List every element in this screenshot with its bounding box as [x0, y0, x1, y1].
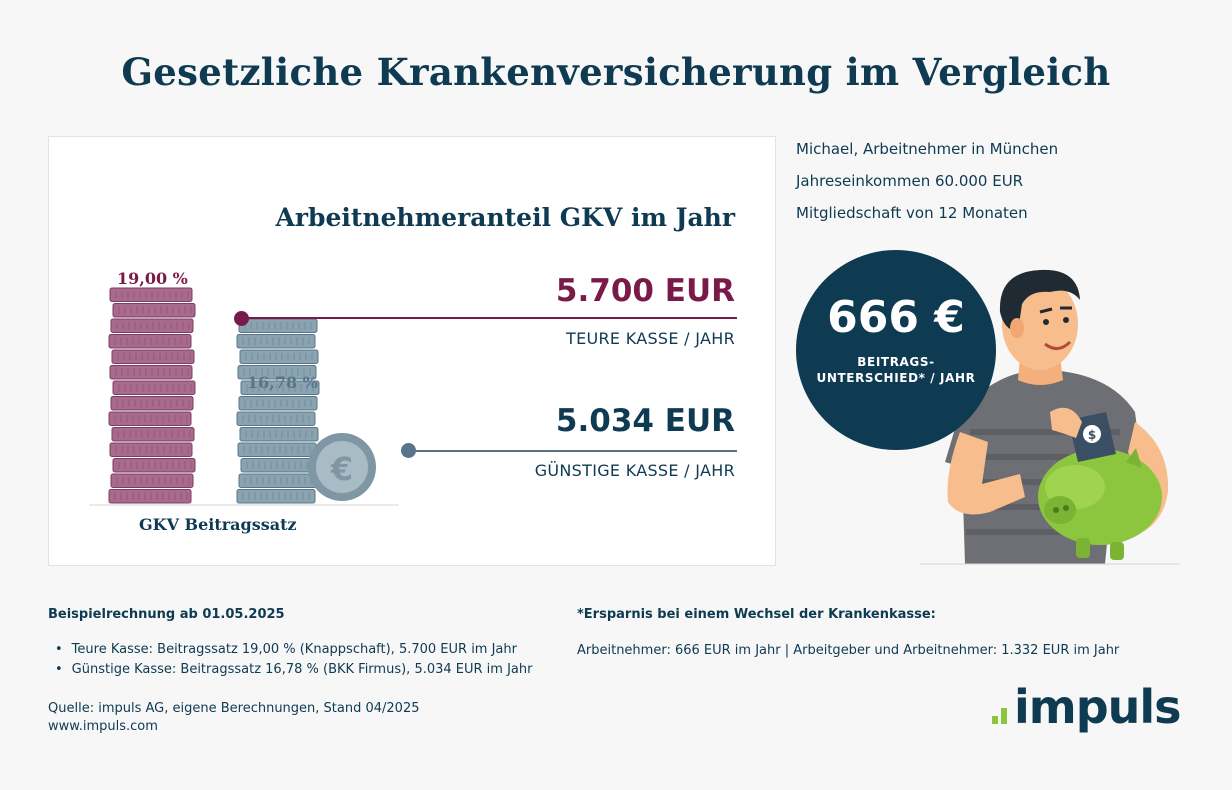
coin-teure — [112, 458, 196, 473]
connector-line-teure — [241, 317, 737, 319]
example-heading: Beispielrechnung ab 01.05.2025 — [48, 607, 285, 622]
coin-teure — [108, 334, 192, 349]
website-link[interactable]: www.impuls.com — [48, 719, 158, 734]
source-text: Quelle: impuls AG, eigene Berechnungen, … — [48, 701, 420, 716]
coin-guenstige — [236, 489, 316, 504]
coin-stack-teure-kasse — [108, 287, 196, 504]
logo-wordmark: impuls — [1014, 680, 1182, 734]
savings-badge: 666 € BEITRAGS- UNTERSCHIED* / JAHR — [796, 250, 996, 450]
man-with-piggy-bank-illustration: $ — [920, 269, 1180, 565]
bar-value-label-teure: 19,00 % — [117, 269, 188, 288]
coin-guenstige — [240, 380, 320, 395]
connector-dot-guenstige — [401, 443, 416, 458]
coin-teure — [111, 427, 195, 442]
bar-value-label-guenstige: 16,78 % — [247, 373, 318, 392]
saving-heading: *Ersparnis bei einem Wechsel der Kranken… — [577, 607, 936, 622]
profile-income: Jahreseinkommen 60.000 EUR — [796, 172, 1024, 190]
x-axis-label: GKV Beitragssatz — [139, 515, 297, 534]
coin-teure — [112, 380, 196, 395]
saving-text: Arbeitnehmer: 666 EUR im Jahr | Arbeitge… — [577, 643, 1120, 658]
savings-label-line2: UNTERSCHIED* / JAHR — [816, 371, 976, 385]
savings-label: BEITRAGS- UNTERSCHIED* / JAHR — [796, 354, 996, 386]
coin-guenstige — [236, 411, 316, 426]
amount-guenstige-kasse: 5.034 EUR — [555, 403, 735, 439]
profile-membership: Mitgliedschaft von 12 Monaten — [796, 204, 1028, 222]
label-guenstige-kasse: GÜNSTIGE KASSE / JAHR — [534, 461, 735, 480]
impuls-logo: impuls — [990, 680, 1182, 746]
profile-name: Michael, Arbeitnehmer in München — [796, 140, 1059, 158]
chart-card: € Arbeitnehmeranteil GKV im Jahr 19,00 %… — [48, 136, 776, 566]
coin-stacks: € — [89, 287, 399, 506]
coin-teure — [108, 489, 192, 504]
coin-teure — [110, 473, 194, 488]
coin-stack-guenstige-kasse — [236, 318, 320, 504]
coin-guenstige — [238, 396, 318, 411]
coin-teure — [110, 396, 194, 411]
coin-guenstige — [237, 365, 317, 380]
euro-coin-icon: € — [308, 433, 376, 501]
logo-bars-icon — [992, 708, 1007, 724]
savings-value: 666 € — [827, 292, 965, 343]
coin-teure — [109, 287, 193, 302]
coin-teure — [110, 318, 194, 333]
svg-text:€: € — [330, 450, 353, 488]
bullet-teure-kasse: Teure Kasse: Beitragssatz 19,00 % (Knapp… — [55, 640, 532, 660]
coin-teure — [109, 365, 193, 380]
coin-teure — [108, 411, 192, 426]
page-title: Gesetzliche Krankenversicherung im Vergl… — [121, 50, 1111, 94]
coin-teure — [111, 349, 195, 364]
example-bullet-list: Teure Kasse: Beitragssatz 19,00 % (Knapp… — [55, 640, 533, 680]
label-teure-kasse: TEURE KASSE / JAHR — [566, 329, 735, 348]
coin-guenstige — [236, 334, 316, 349]
coin-guenstige — [239, 349, 319, 364]
bullet-guenstige-kasse: Günstige Kasse: Beitragssatz 16,78 % (BK… — [55, 660, 533, 680]
svg-text:$: $ — [1088, 428, 1096, 442]
connector-line-guenstige — [409, 450, 737, 452]
chart-title: Arbeitnehmeranteil GKV im Jahr — [275, 203, 735, 232]
coin-teure — [109, 442, 193, 457]
amount-teure-kasse: 5.700 EUR — [555, 273, 735, 309]
savings-label-line1: BEITRAGS- — [857, 355, 935, 369]
coin-teure — [112, 303, 196, 318]
coin-guenstige — [239, 427, 319, 442]
